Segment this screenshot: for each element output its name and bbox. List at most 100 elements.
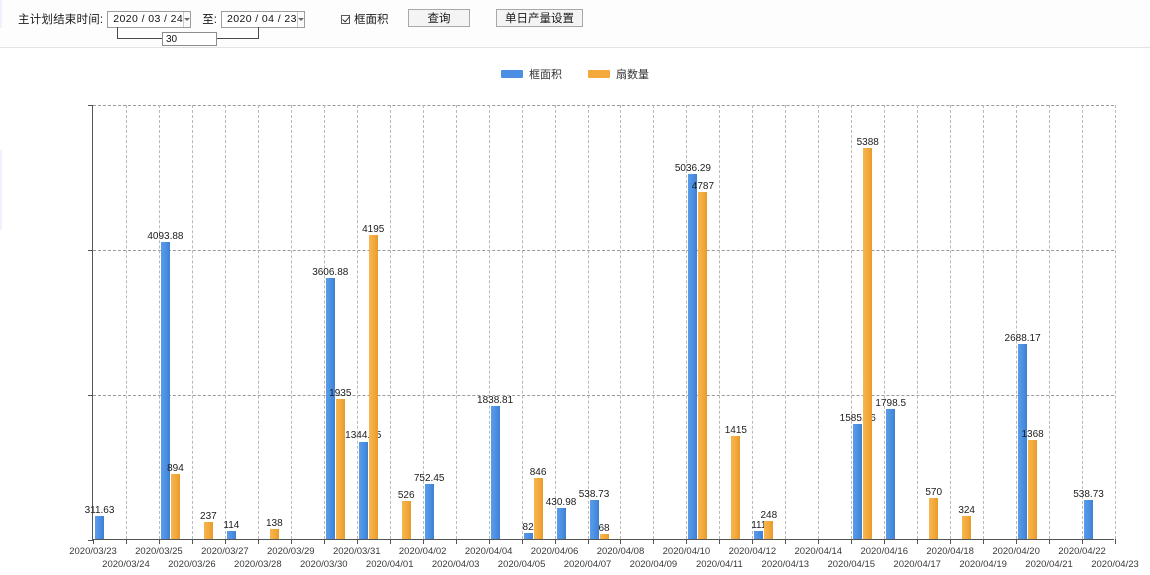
bar-扇数量-2020/04/01[interactable] — [401, 500, 411, 539]
x-tick-mark — [620, 539, 622, 544]
x-tick-mark — [455, 539, 457, 544]
query-button[interactable]: 查询 — [408, 9, 470, 27]
x-axis-tick-label: 2020/04/23 — [1091, 559, 1139, 570]
x-axis-tick-label: 2020/03/27 — [201, 546, 249, 557]
y-gridline — [93, 395, 1114, 396]
bar-扇数量-2020/04/17[interactable] — [929, 497, 939, 539]
bar-框面积-2020/04/12[interactable] — [754, 530, 764, 539]
bar-value-label: 237 — [200, 510, 217, 522]
bar-value-label: 430.98 — [545, 496, 577, 508]
bar-扇数量-2020/04/18[interactable] — [962, 515, 972, 539]
y-tick-mark — [88, 540, 93, 541]
x-gridline — [257, 105, 259, 539]
chevron-down-icon[interactable] — [296, 11, 304, 27]
chevron-down-icon[interactable] — [183, 11, 191, 27]
bar-框面积-2020/04/22[interactable] — [1084, 499, 1094, 539]
bar-框面积-2020/03/23[interactable] — [95, 516, 104, 539]
bar-value-label: 1585.96 — [839, 413, 876, 425]
checkbox-frame-area-label: 框面积 — [354, 14, 389, 26]
bar-扇数量-2020/04/07[interactable] — [599, 534, 609, 539]
x-tick-mark — [785, 539, 787, 544]
x-axis-tick-label: 2020/04/04 — [464, 546, 513, 557]
x-gridline — [356, 105, 358, 539]
bar-value-label: 526 — [397, 489, 415, 501]
bar-value-label: 138 — [265, 517, 283, 529]
y-tick-mark — [88, 250, 93, 251]
legend-swatch-icon — [501, 70, 523, 78]
x-axis-tick-label: 2020/04/15 — [827, 559, 876, 570]
date-to-picker[interactable]: 2020 / 04 / 23 — [221, 10, 305, 28]
x-tick-mark — [356, 539, 358, 544]
bar-扇数量-2020/04/11[interactable] — [731, 436, 741, 539]
bar-value-label: 324 — [958, 504, 975, 516]
legend-item-2[interactable]: 扇数量 — [588, 66, 649, 82]
day-span-value: 30 — [166, 33, 178, 45]
x-axis-tick-label: 2020/03/29 — [267, 546, 315, 557]
x-tick-mark — [1115, 539, 1116, 544]
checkbox-frame-area[interactable]: 框面积 — [341, 11, 389, 27]
legend-item-1[interactable]: 框面积 — [501, 66, 562, 82]
x-gridline — [389, 105, 391, 539]
bar-扇数量-2020/03/28[interactable] — [269, 529, 279, 539]
bar-value-label: 846 — [529, 466, 547, 478]
checkbox-checked-icon[interactable] — [341, 14, 350, 24]
bar-value-label: 4195 — [362, 223, 385, 235]
x-tick-mark — [554, 539, 556, 544]
bar-框面积-2020/04/10[interactable] — [688, 173, 698, 539]
x-axis-tick-label: 2020/04/18 — [926, 546, 974, 557]
x-gridline — [587, 105, 589, 539]
chart-area: 02000400060002020/03/232020/03/242020/03… — [0, 88, 1150, 575]
x-axis-tick-label: 2020/03/31 — [332, 546, 381, 557]
day-span-input[interactable]: 30 — [162, 32, 217, 46]
bar-扇数量-2020/04/15[interactable] — [863, 148, 873, 539]
bar-value-label: 1368 — [1021, 428, 1044, 440]
bar-框面积-2020/04/20[interactable] — [1018, 344, 1028, 539]
x-axis-tick-label: 2020/04/13 — [761, 559, 810, 570]
bar-框面积-2020/04/05[interactable] — [523, 533, 533, 539]
x-gridline — [125, 105, 127, 539]
x-tick-mark — [851, 539, 853, 544]
bar-value-label: 111 — [751, 519, 767, 531]
bar-扇数量-2020/04/10[interactable] — [698, 191, 708, 539]
window-edge-artifact-left — [0, 150, 2, 230]
daily-output-setting-button[interactable]: 单日产量设置 — [496, 9, 583, 27]
date-from-picker[interactable]: 2020 / 03 / 24 — [107, 10, 192, 28]
x-gridline — [1049, 105, 1051, 539]
bar-value-label: 5388 — [856, 137, 879, 149]
bar-框面积-2020/04/04[interactable] — [490, 405, 500, 539]
bar-扇数量-2020/04/20[interactable] — [1028, 439, 1038, 539]
x-tick-mark — [1016, 539, 1018, 544]
x-gridline — [884, 105, 886, 539]
bar-框面积-2020/04/02[interactable] — [424, 484, 434, 539]
x-gridline — [422, 105, 424, 539]
bar-扇数量-2020/03/25[interactable] — [170, 474, 180, 539]
legend-label: 扇数量 — [616, 69, 649, 81]
bar-框面积-2020/03/25[interactable] — [160, 242, 170, 539]
bar-框面积-2020/04/15[interactable] — [853, 424, 863, 539]
x-gridline — [224, 105, 226, 539]
bar-扇数量-2020/03/30[interactable] — [335, 398, 345, 539]
bar-框面积-2020/03/30[interactable] — [325, 277, 335, 539]
bar-框面积-2020/03/31[interactable] — [358, 441, 368, 539]
x-tick-mark — [1049, 539, 1051, 544]
bar-扇数量-2020/04/12[interactable] — [764, 521, 774, 539]
toolbar-divider — [0, 47, 1150, 48]
bar-value-label: 311.63 — [84, 505, 115, 517]
bar-扇数量-2020/04/05[interactable] — [533, 477, 543, 539]
bar-扇数量-2020/03/26[interactable] — [203, 521, 213, 539]
x-tick-mark — [917, 539, 919, 544]
bar-扇数量-2020/03/31[interactable] — [368, 234, 378, 539]
bar-框面积-2020/03/27[interactable] — [226, 530, 236, 539]
x-tick-mark — [983, 539, 985, 544]
x-axis-tick-label: 2020/04/06 — [530, 546, 579, 557]
x-gridline — [653, 105, 655, 539]
bar-框面积-2020/04/06[interactable] — [556, 507, 566, 539]
x-axis-tick-label: 2020/04/07 — [563, 559, 612, 570]
x-tick-mark — [653, 539, 655, 544]
x-axis-tick-label: 2020/04/05 — [497, 559, 546, 570]
x-gridline — [851, 105, 853, 539]
x-tick-mark — [719, 539, 721, 544]
bar-框面积-2020/04/07[interactable] — [589, 499, 599, 539]
bar-框面积-2020/04/16[interactable] — [886, 408, 896, 539]
x-axis-tick-label: 2020/04/03 — [431, 559, 480, 570]
